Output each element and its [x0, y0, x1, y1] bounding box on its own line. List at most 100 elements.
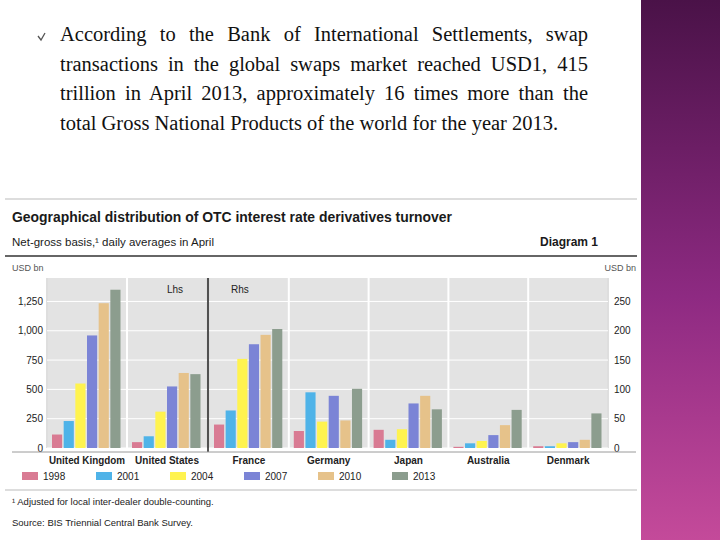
- legend-label: 1998: [43, 471, 66, 482]
- chart-subtitle: Net-gross basis,¹ daily averages in Apri…: [12, 236, 214, 248]
- legend-swatch: [96, 472, 112, 480]
- bar: [64, 421, 74, 448]
- axis-side-label: Lhs: [167, 284, 183, 295]
- group-background: [290, 278, 368, 448]
- grid-line: [209, 330, 608, 331]
- bar: [190, 374, 200, 448]
- bar: [432, 409, 442, 448]
- legend-label: 2007: [265, 471, 288, 482]
- bar: [591, 413, 601, 448]
- legend-swatch: [244, 472, 260, 480]
- tick-label: 250: [614, 296, 631, 307]
- bar: [533, 446, 543, 448]
- bar: [305, 392, 315, 448]
- bar: [249, 344, 259, 448]
- bar: [52, 435, 62, 448]
- axis-side-label: Rhs: [231, 284, 249, 295]
- bar: [352, 389, 362, 448]
- header-rule: [5, 199, 637, 200]
- grid-line: [47, 301, 207, 302]
- bar: [237, 359, 247, 448]
- bar: [167, 386, 177, 448]
- bullet-mark: [38, 33, 45, 40]
- bars: [52, 290, 201, 448]
- bar: [477, 441, 487, 448]
- legend-swatch: [392, 472, 408, 480]
- bar: [155, 412, 165, 448]
- legend-label: 2004: [191, 471, 214, 482]
- legend-swatch: [22, 472, 38, 480]
- bar: [568, 442, 578, 448]
- header-rule: [5, 255, 637, 257]
- bar: [500, 425, 510, 448]
- group-background: [370, 278, 448, 448]
- group-background: [529, 278, 607, 448]
- legend-label: 2013: [413, 471, 436, 482]
- tick-label: 1,000: [18, 325, 43, 336]
- source: Source: BIS Triennial Central Bank Surve…: [12, 517, 193, 528]
- bar: [374, 430, 384, 448]
- tick-label: 50: [614, 413, 626, 424]
- slide-canvas: Geographical distribution of OTC interes…: [0, 0, 720, 540]
- bar: [545, 446, 555, 448]
- side-strip: [641, 0, 720, 540]
- group-background: [128, 278, 206, 448]
- bar: [132, 442, 142, 448]
- group-background: [449, 278, 527, 448]
- bar: [87, 335, 97, 448]
- category-label: Japan: [394, 455, 423, 466]
- axis-line: [608, 278, 609, 448]
- panel-divider: [207, 278, 209, 452]
- bar: [409, 403, 419, 448]
- diagram-label: Diagram 1: [540, 235, 598, 249]
- bar: [317, 422, 327, 448]
- tick-label: 500: [26, 384, 43, 395]
- legend-swatch: [318, 472, 334, 480]
- tick-label: 200: [614, 325, 631, 336]
- bar: [110, 290, 120, 448]
- bar: [261, 335, 271, 448]
- group-background: [48, 278, 126, 448]
- bar: [397, 429, 407, 448]
- bar: [385, 440, 395, 448]
- grid-line: [209, 301, 608, 302]
- bar: [556, 443, 566, 448]
- bar: [512, 410, 522, 448]
- bar: [294, 431, 304, 448]
- chart-title: Geographical distribution of OTC interes…: [12, 209, 453, 225]
- category-label: Australia: [467, 455, 510, 466]
- footnote: ¹ Adjusted for local inter-dealer double…: [12, 496, 214, 507]
- category-label: France: [233, 455, 266, 466]
- bar: [179, 373, 189, 448]
- bar: [465, 443, 475, 448]
- axis-unit: USD bn: [604, 263, 636, 273]
- category-label: United Kingdom: [49, 455, 125, 466]
- grid-line: [47, 360, 207, 361]
- baseline-rule: [12, 452, 636, 453]
- grid-line: [47, 330, 207, 331]
- bar: [226, 410, 236, 448]
- bar: [340, 420, 350, 448]
- tick-label: 1,250: [18, 296, 43, 307]
- bar: [488, 435, 498, 448]
- tick-label: 250: [26, 413, 43, 424]
- footer-rule: [5, 490, 637, 491]
- bar: [75, 384, 85, 448]
- bars: [214, 329, 602, 448]
- category-label: Denmark: [547, 455, 590, 466]
- axis-line: [47, 278, 48, 448]
- group-background: [210, 278, 288, 448]
- bar: [453, 447, 463, 448]
- bar: [214, 425, 224, 448]
- bar: [99, 303, 109, 448]
- legend-swatch: [170, 472, 186, 480]
- bar: [144, 436, 154, 448]
- panel: [209, 278, 608, 448]
- category-label: United States: [135, 455, 199, 466]
- axis-unit: USD bn: [12, 263, 44, 273]
- tick-label: 100: [614, 384, 631, 395]
- bar: [420, 396, 430, 448]
- bar: [580, 440, 590, 448]
- bullet-text: According to the Bank of International S…: [60, 20, 588, 138]
- bar: [272, 329, 282, 448]
